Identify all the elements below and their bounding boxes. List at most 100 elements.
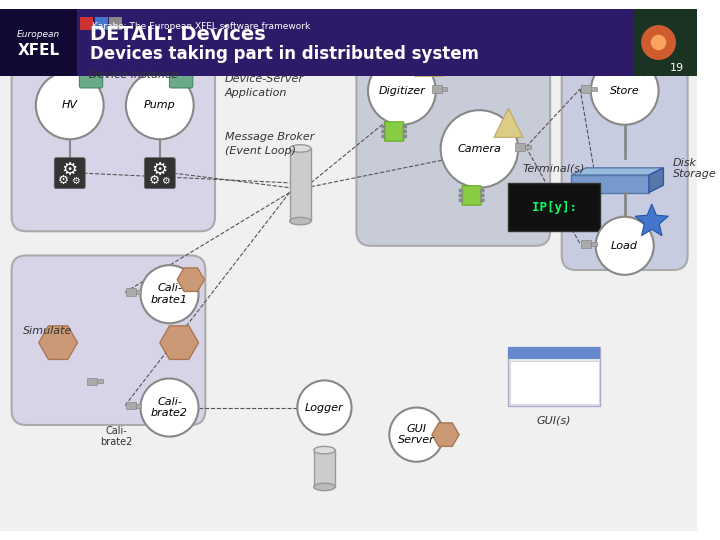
- Text: 19: 19: [670, 63, 684, 72]
- FancyBboxPatch shape: [516, 143, 525, 151]
- Polygon shape: [160, 326, 199, 360]
- FancyBboxPatch shape: [480, 199, 485, 202]
- Text: Pump: Pump: [144, 100, 176, 110]
- Text: European: European: [17, 30, 60, 39]
- FancyBboxPatch shape: [591, 242, 597, 246]
- Circle shape: [368, 57, 436, 125]
- Polygon shape: [649, 168, 663, 193]
- Polygon shape: [415, 48, 444, 76]
- Circle shape: [441, 110, 518, 188]
- FancyBboxPatch shape: [581, 85, 591, 93]
- Polygon shape: [635, 204, 668, 235]
- FancyBboxPatch shape: [480, 194, 485, 197]
- Text: XFEL: XFEL: [18, 43, 60, 58]
- Polygon shape: [637, 44, 670, 76]
- FancyBboxPatch shape: [289, 148, 311, 221]
- FancyBboxPatch shape: [81, 17, 93, 30]
- FancyBboxPatch shape: [79, 69, 103, 88]
- FancyBboxPatch shape: [459, 199, 463, 202]
- FancyBboxPatch shape: [169, 69, 193, 88]
- Circle shape: [595, 217, 654, 275]
- FancyBboxPatch shape: [314, 450, 335, 487]
- FancyBboxPatch shape: [95, 17, 107, 30]
- Circle shape: [641, 25, 676, 60]
- FancyBboxPatch shape: [562, 52, 688, 270]
- Polygon shape: [572, 168, 663, 175]
- FancyBboxPatch shape: [402, 130, 407, 133]
- FancyBboxPatch shape: [135, 291, 141, 294]
- FancyBboxPatch shape: [432, 85, 441, 93]
- FancyBboxPatch shape: [384, 122, 404, 141]
- FancyBboxPatch shape: [508, 347, 600, 359]
- Circle shape: [651, 35, 666, 50]
- Polygon shape: [572, 175, 649, 193]
- Text: DETAIL: Devices: DETAIL: Devices: [90, 25, 266, 44]
- Polygon shape: [177, 268, 204, 292]
- Polygon shape: [432, 423, 459, 447]
- Text: Digitizer: Digitizer: [379, 86, 426, 96]
- FancyBboxPatch shape: [109, 17, 122, 30]
- FancyBboxPatch shape: [382, 130, 386, 133]
- Text: GUI
Server: GUI Server: [398, 424, 435, 446]
- FancyBboxPatch shape: [0, 77, 697, 531]
- FancyBboxPatch shape: [462, 186, 482, 205]
- Text: Device-Server
Application: Device-Server Application: [225, 75, 304, 98]
- Text: ⚙: ⚙: [161, 176, 170, 186]
- FancyBboxPatch shape: [144, 158, 175, 188]
- Text: GUI(s): GUI(s): [536, 415, 571, 426]
- Text: Terminal(s): Terminal(s): [523, 163, 585, 173]
- Circle shape: [297, 380, 351, 435]
- FancyBboxPatch shape: [87, 377, 97, 385]
- Text: Karabo: The European XFEL software framework: Karabo: The European XFEL software frame…: [92, 22, 310, 31]
- Text: Cali-
brate2: Cali- brate2: [100, 426, 132, 447]
- Text: Devices taking part in distributed system: Devices taking part in distributed syste…: [90, 45, 479, 63]
- Polygon shape: [39, 326, 78, 360]
- FancyBboxPatch shape: [591, 87, 597, 91]
- FancyBboxPatch shape: [54, 158, 85, 188]
- FancyBboxPatch shape: [126, 288, 135, 296]
- FancyBboxPatch shape: [508, 347, 600, 406]
- Text: HV: HV: [62, 100, 78, 110]
- Text: ⚙: ⚙: [58, 174, 70, 187]
- FancyBboxPatch shape: [402, 134, 407, 138]
- FancyBboxPatch shape: [126, 402, 135, 409]
- FancyBboxPatch shape: [0, 9, 78, 77]
- Text: Message Broker
(Event Loop): Message Broker (Event Loop): [225, 132, 314, 156]
- FancyBboxPatch shape: [459, 189, 463, 192]
- Circle shape: [390, 408, 444, 462]
- FancyBboxPatch shape: [0, 9, 697, 77]
- Text: Store: Store: [610, 86, 639, 96]
- FancyBboxPatch shape: [12, 255, 205, 425]
- Text: ⚙: ⚙: [152, 161, 168, 179]
- Text: Camera: Camera: [457, 144, 501, 154]
- FancyBboxPatch shape: [634, 9, 697, 77]
- Ellipse shape: [289, 218, 311, 225]
- Text: IP[y]:: IP[y]:: [532, 200, 577, 213]
- FancyBboxPatch shape: [581, 240, 591, 248]
- FancyBboxPatch shape: [97, 380, 103, 383]
- Text: Cali-
brate2: Cali- brate2: [151, 397, 188, 418]
- Text: Device Instance: Device Instance: [89, 70, 178, 79]
- Ellipse shape: [314, 483, 335, 491]
- Text: Simulate: Simulate: [23, 326, 73, 335]
- Circle shape: [140, 265, 199, 323]
- FancyBboxPatch shape: [135, 403, 141, 408]
- FancyBboxPatch shape: [402, 125, 407, 129]
- Text: Cali-
brate1: Cali- brate1: [151, 284, 188, 305]
- Text: Disk
Storage: Disk Storage: [673, 158, 717, 179]
- Ellipse shape: [289, 145, 311, 152]
- FancyBboxPatch shape: [480, 189, 485, 192]
- Circle shape: [591, 57, 659, 125]
- Circle shape: [140, 379, 199, 436]
- Text: Load: Load: [611, 241, 638, 251]
- FancyBboxPatch shape: [508, 183, 600, 231]
- Text: ⚙: ⚙: [148, 174, 160, 187]
- Text: ⚙: ⚙: [62, 161, 78, 179]
- Text: Logger: Logger: [305, 402, 344, 413]
- Ellipse shape: [314, 447, 335, 454]
- FancyBboxPatch shape: [459, 194, 463, 197]
- FancyBboxPatch shape: [382, 125, 386, 129]
- FancyBboxPatch shape: [12, 52, 215, 231]
- FancyBboxPatch shape: [441, 87, 447, 91]
- Polygon shape: [494, 108, 523, 137]
